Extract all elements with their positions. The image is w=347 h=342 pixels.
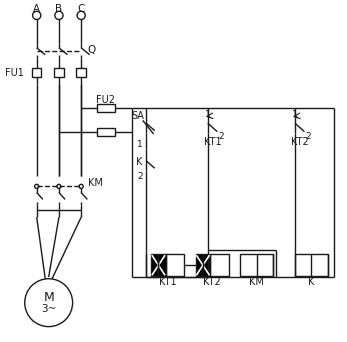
Text: 1: 1 xyxy=(205,110,211,119)
Bar xyxy=(32,68,42,77)
Text: SA: SA xyxy=(132,110,144,121)
Bar xyxy=(54,68,64,77)
Text: M: M xyxy=(43,291,54,304)
Text: KT1: KT1 xyxy=(159,277,177,288)
Text: KT2: KT2 xyxy=(203,277,221,288)
Bar xyxy=(210,254,229,276)
Text: K: K xyxy=(136,157,143,168)
Text: 2: 2 xyxy=(305,132,311,141)
Text: FU2: FU2 xyxy=(96,95,116,105)
Text: 3~: 3~ xyxy=(41,304,56,314)
Text: KT2: KT2 xyxy=(291,137,309,147)
Bar xyxy=(240,254,273,276)
Bar xyxy=(151,254,166,276)
Text: 1: 1 xyxy=(292,110,298,119)
Text: KM: KM xyxy=(88,178,103,188)
Text: A: A xyxy=(33,3,40,14)
Bar xyxy=(96,104,115,112)
Text: Q: Q xyxy=(87,44,95,55)
Text: 1: 1 xyxy=(137,140,143,149)
Bar xyxy=(166,254,185,276)
Text: FU1: FU1 xyxy=(5,68,24,78)
Bar xyxy=(96,128,115,136)
Text: KM: KM xyxy=(249,277,264,288)
Text: 2: 2 xyxy=(218,132,223,141)
Text: B: B xyxy=(56,3,62,14)
Bar xyxy=(76,68,86,77)
Text: 2: 2 xyxy=(137,172,143,181)
Bar xyxy=(295,254,328,276)
Bar xyxy=(196,254,210,276)
Text: C: C xyxy=(77,3,85,14)
Text: KT1: KT1 xyxy=(204,137,222,147)
Text: K: K xyxy=(308,277,315,288)
